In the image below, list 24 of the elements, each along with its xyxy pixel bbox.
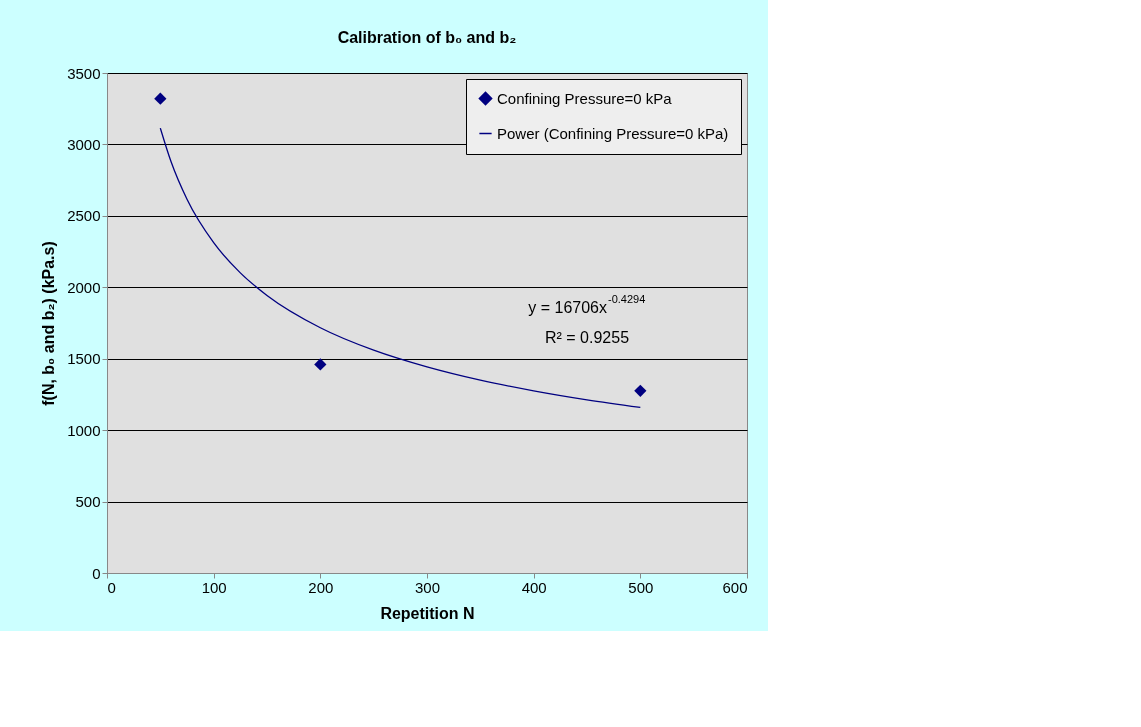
chart-title: Calibration of b₀ and b₂ (337, 29, 517, 46)
x-axis-title: Repetition N (380, 604, 475, 622)
y-tick-label: 3000 (67, 135, 101, 153)
x-tick-label: 600 (722, 578, 748, 596)
y-tick-label: 500 (75, 493, 101, 511)
y-tick-label: 0 (92, 564, 101, 582)
y-tick-label: 1500 (67, 350, 101, 368)
point (154, 92, 167, 105)
annotation: R² = 0.9255 (544, 329, 630, 346)
y-axis-title: f(N, b₀ and b₂) (kPa.s) (40, 241, 58, 406)
x-tick-label: 200 (308, 578, 334, 596)
x-tick-label: 500 (628, 578, 654, 596)
x-tick-label: 100 (201, 578, 227, 596)
x-tick-label: 0 (107, 578, 116, 596)
point (634, 384, 647, 397)
y-tick-label: 3500 (67, 64, 101, 82)
x-tick-label: 400 (521, 578, 547, 596)
y-tick-label: 2500 (67, 207, 101, 225)
x-tick-label: 300 (414, 578, 441, 596)
point (314, 358, 327, 371)
legend-label: Confining Pressure=0 kPa (497, 89, 673, 107)
y-tick-label: 2000 (67, 278, 101, 296)
legend-label: Power (Confining Pressure=0 kPa) (497, 124, 729, 142)
y-tick-label: 1000 (67, 421, 101, 439)
